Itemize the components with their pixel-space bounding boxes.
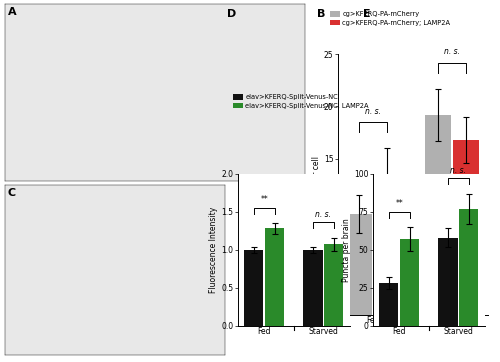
Bar [453, 140, 478, 315]
Y-axis label: Fluorescence Intensity: Fluorescence Intensity [210, 207, 218, 293]
Legend: cg>KFERQ-PA-mCherry, cg>KFERQ-PA-mCherry; LAMP2A: cg>KFERQ-PA-mCherry, cg>KFERQ-PA-mCherry… [329, 11, 451, 26]
Bar [324, 244, 344, 326]
Bar [304, 250, 322, 326]
Text: A: A [8, 7, 16, 17]
Text: **: ** [260, 195, 268, 204]
Text: D: D [228, 9, 237, 19]
Y-axis label: Puncta per cell: Puncta per cell [312, 156, 321, 213]
Text: n. s.: n. s. [316, 210, 332, 219]
Text: **: ** [396, 199, 403, 208]
Bar [438, 237, 458, 326]
Bar [380, 283, 398, 326]
Text: n. s.: n. s. [450, 165, 466, 174]
Y-axis label: Puncta per brain: Puncta per brain [342, 218, 351, 282]
Bar [346, 214, 372, 315]
Text: n. s.: n. s. [365, 106, 381, 115]
Text: n. s.: n. s. [444, 47, 460, 56]
Bar [244, 250, 264, 326]
Bar [374, 177, 400, 315]
Text: B: B [318, 9, 326, 19]
Bar [426, 115, 451, 315]
Bar [459, 209, 478, 326]
Text: C: C [7, 188, 16, 198]
Bar [400, 239, 419, 326]
Legend: elav>KFERQ-Split-Venus-NC, elav>KFERQ-Split-Venus-NC, LAMP2A: elav>KFERQ-Split-Venus-NC, elav>KFERQ-Sp… [232, 93, 370, 109]
Text: E: E [362, 9, 370, 19]
Bar [265, 228, 284, 326]
